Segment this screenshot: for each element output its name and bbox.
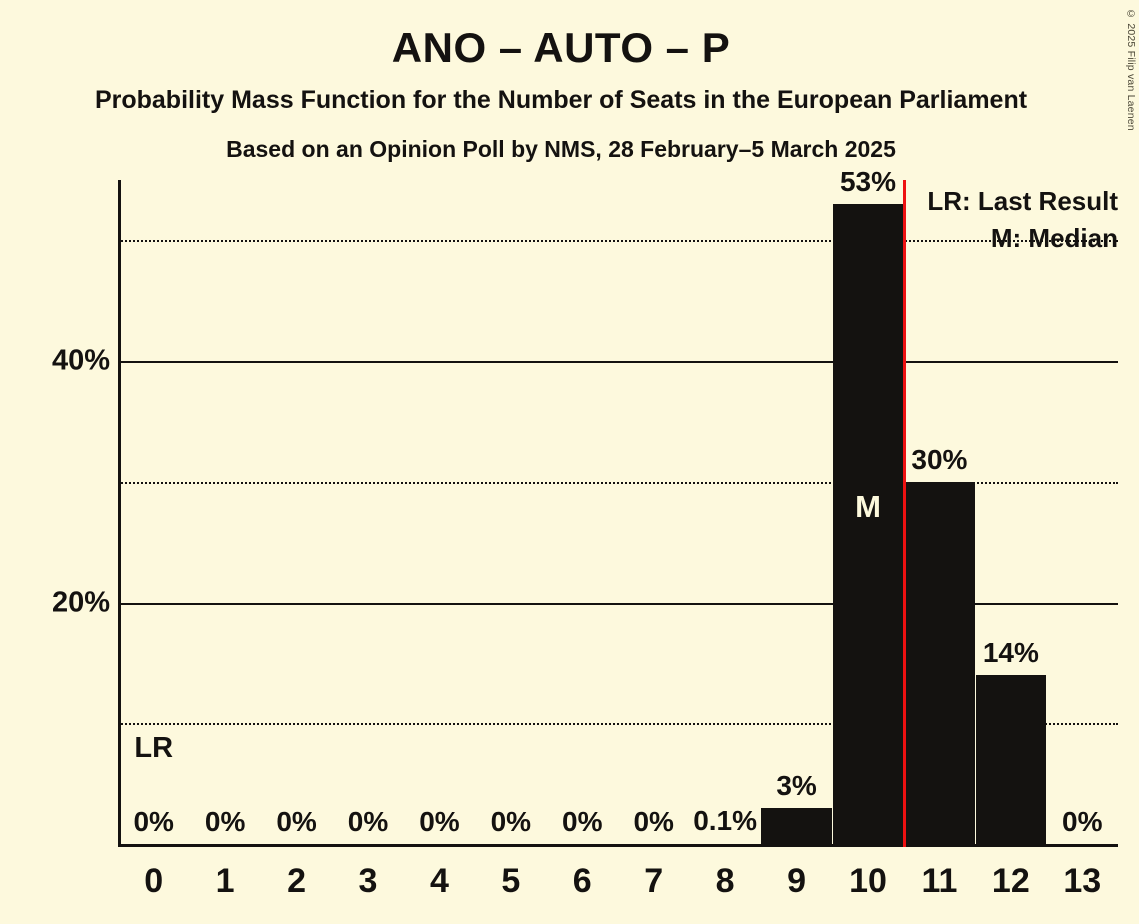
gridline-10pct — [118, 723, 1118, 726]
x-axis-label-5: 5 — [501, 862, 521, 900]
threshold-line — [902, 180, 906, 847]
x-axis-label-6: 6 — [572, 862, 592, 900]
x-axis-label-3: 3 — [358, 862, 378, 900]
x-axis-label-7: 7 — [644, 862, 664, 900]
x-axis-label-13: 13 — [1063, 862, 1102, 900]
bar-value-label: 14% — [982, 636, 1039, 668]
bar — [832, 204, 904, 844]
bar-value-label: 0% — [490, 806, 532, 837]
bar-value-label: 3% — [776, 769, 817, 801]
bar-value-label: 0% — [633, 806, 674, 837]
bar — [761, 807, 832, 844]
gridline-20pct — [118, 602, 1118, 605]
gridline-30pct — [118, 481, 1118, 484]
bar-value-label: 0.1% — [693, 804, 758, 836]
x-axis-label-11: 11 — [921, 862, 958, 900]
bar-value-label: 0% — [562, 806, 603, 837]
last-result-marker: LR — [134, 732, 174, 764]
copyright-notice: © 2025 Filip van Laenen — [1125, 8, 1137, 131]
chart-legend: LR: Last Result M: Median — [927, 183, 1118, 257]
gridline-50pct — [118, 240, 1118, 243]
x-axis-label-0: 0 — [144, 862, 164, 900]
chart-source-subtitle: Based on an Opinion Poll by NMS, 28 Febr… — [226, 136, 896, 162]
bar-value-label: 0% — [1062, 806, 1103, 837]
x-axis-label-2: 2 — [287, 862, 307, 900]
bar-value-label: 0% — [347, 806, 389, 837]
x-axis-label-8: 8 — [715, 862, 735, 900]
x-axis-label-9: 9 — [787, 862, 807, 900]
gridline-40pct — [118, 361, 1118, 364]
plot-area: M LR — [118, 180, 1118, 847]
y-axis-label-20pct: 20% — [51, 586, 110, 619]
x-axis-label-12: 12 — [991, 862, 1030, 900]
bar — [904, 481, 975, 844]
y-axis-line — [118, 180, 121, 847]
chart-subtitle: Probability Mass Function for the Number… — [94, 86, 1028, 114]
x-axis-label-10: 10 — [849, 862, 887, 900]
x-axis-line — [118, 844, 1118, 847]
legend-entry-median: M: Median — [990, 222, 1118, 253]
x-axis-label-4: 4 — [429, 862, 449, 900]
bar-value-label: 53% — [839, 166, 896, 198]
bar-value-label: 30% — [911, 443, 968, 475]
bar-value-label: 0% — [419, 806, 460, 837]
bar — [975, 674, 1047, 844]
x-axis-label-1: 1 — [215, 862, 235, 900]
y-axis-label-40pct: 40% — [51, 344, 110, 377]
bar-value-label: 0% — [204, 806, 246, 837]
legend-entry-last-result: LR: Last Result — [927, 186, 1118, 216]
page-title: ANO – AUTO – P — [391, 24, 731, 71]
bar-value-label: 0% — [276, 806, 317, 837]
bar-value-label: 0% — [133, 806, 174, 837]
median-marker: M — [855, 489, 881, 525]
